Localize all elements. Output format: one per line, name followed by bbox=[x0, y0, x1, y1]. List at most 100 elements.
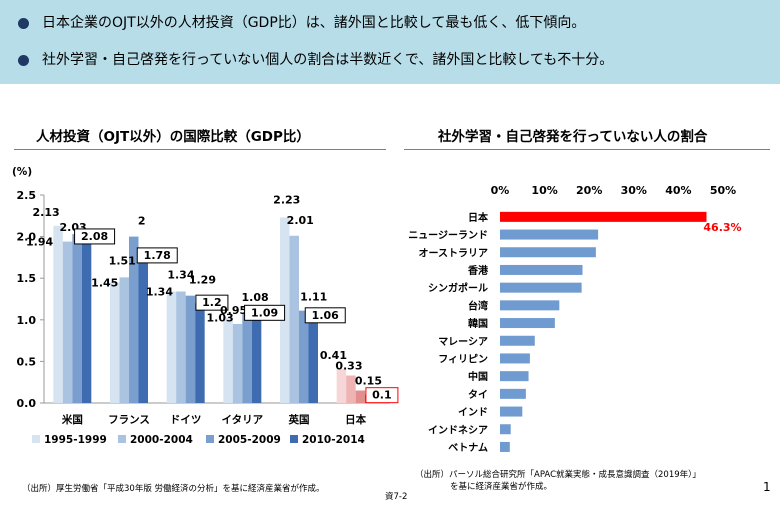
x-category-label: 米国 bbox=[61, 413, 83, 426]
x-tick-label: 30% bbox=[621, 184, 647, 197]
data-value-label: 1.09 bbox=[251, 306, 278, 319]
y-category-label: 韓国 bbox=[468, 317, 488, 330]
y-category-label: 香港 bbox=[468, 264, 489, 277]
data-value-label: 0.95 bbox=[220, 304, 247, 317]
right-bar-chart: 0% 10% 20% 30% 40% 50% 日本ニュージーランドオーストラリア香港シンガ… bbox=[408, 184, 741, 454]
y-tick-label: 0.0 bbox=[17, 397, 37, 410]
highlight-value-label: 46.3% bbox=[703, 221, 741, 234]
legend-label: 2005-2009 bbox=[218, 434, 281, 446]
data-bar bbox=[185, 295, 196, 403]
bullet-dot-icon bbox=[18, 54, 29, 66]
summary-bullet-text-1: 日本企業のOJT以外の人材投資（GDP比）は、諸外国と比較して最も低く、低下傾向… bbox=[42, 15, 586, 31]
data-bar bbox=[110, 282, 120, 403]
x-category-label: 日本 bbox=[345, 413, 366, 426]
data-label-box bbox=[244, 304, 286, 321]
x-tick-label: 50% bbox=[710, 184, 736, 197]
left-source-note: （出所）厚生労働省「平成30年版 労働経済の分析」を基に経済産業省が作成。 bbox=[22, 484, 325, 494]
data-value-label: 0.1 bbox=[372, 389, 392, 402]
data-bar bbox=[289, 235, 299, 403]
data-bar bbox=[336, 368, 347, 403]
data-bar bbox=[500, 441, 510, 452]
data-bar bbox=[500, 424, 511, 435]
data-bar bbox=[500, 388, 526, 399]
data-value-label: 1.94 bbox=[26, 236, 53, 249]
data-value-label: 0.33 bbox=[335, 360, 362, 373]
right-source-note-1: （出所）パーソル総合研究所「APAC就業実態・成長意識調査（2019年）」 bbox=[415, 470, 701, 480]
page-number: 1 bbox=[763, 480, 771, 494]
data-bar bbox=[500, 300, 560, 311]
data-bar bbox=[500, 353, 530, 364]
data-value-label: 1.51 bbox=[109, 254, 136, 267]
data-bar bbox=[299, 310, 309, 403]
data-bar bbox=[166, 291, 177, 403]
y-category-label: ベトナム bbox=[448, 442, 488, 454]
data-bar bbox=[500, 247, 596, 258]
data-bar bbox=[500, 211, 707, 222]
data-value-label: 1.2 bbox=[202, 296, 222, 309]
data-bar bbox=[138, 254, 148, 403]
data-bar bbox=[176, 291, 186, 403]
y-category-label: オーストラリア bbox=[419, 247, 489, 259]
legend-swatch bbox=[118, 435, 126, 443]
data-bar bbox=[251, 312, 262, 403]
data-bar bbox=[500, 335, 535, 346]
y-category-label: マレーシア bbox=[438, 336, 488, 348]
data-bar bbox=[500, 229, 599, 240]
data-bar bbox=[308, 314, 318, 403]
data-bar bbox=[500, 371, 529, 382]
data-bar bbox=[355, 390, 366, 403]
right-source-note-2: を基に経済産業省が作成。 bbox=[450, 482, 553, 492]
left-bar-chart: (%) 0.0 0.5 1.0 1.5 2.0 2.5 米国 フランス ドイツ イタリア 英国 日本… bbox=[12, 166, 399, 446]
data-bar bbox=[119, 277, 129, 403]
y-tick-label: 2.0 bbox=[17, 231, 37, 244]
legend-label: 2000-2004 bbox=[130, 434, 193, 446]
data-value-label: 1.03 bbox=[207, 311, 234, 324]
y-tick-label: 0.5 bbox=[17, 355, 37, 368]
data-bar bbox=[129, 236, 139, 403]
data-bar bbox=[242, 313, 252, 403]
x-category-label: 英国 bbox=[288, 413, 310, 426]
data-label-box bbox=[74, 228, 116, 245]
data-value-label: 2.13 bbox=[33, 206, 60, 219]
legend-label: 2010-2014 bbox=[302, 434, 365, 446]
y-category-label: タイ bbox=[468, 389, 488, 401]
data-bar bbox=[195, 303, 205, 403]
data-bar bbox=[53, 225, 63, 403]
y-category-label: シンガポール bbox=[428, 282, 488, 295]
data-value-label: 1.11 bbox=[300, 291, 327, 304]
y-tick-label: 2.5 bbox=[17, 189, 37, 202]
summary-banner: 日本企業のOJT以外の人材投資（GDP比）は、諸外国と比較して最も低く、低下傾向… bbox=[0, 0, 780, 84]
data-bar bbox=[72, 234, 82, 403]
data-bar bbox=[346, 375, 356, 403]
summary-bullet-1: 日本企業のOJT以外の人材投資（GDP比）は、諸外国と比較して最も低く、低下傾向… bbox=[18, 14, 585, 32]
data-label-box bbox=[195, 294, 229, 311]
y-category-label: 中国 bbox=[468, 370, 488, 383]
x-tick-label: 10% bbox=[531, 184, 557, 197]
data-bar bbox=[500, 318, 555, 329]
summary-bullet-text-2: 社外学習・自己啓発を行っていない個人の割合は半数近くで、諸外国と比較しても不十分… bbox=[42, 52, 614, 68]
legend-swatch bbox=[206, 435, 214, 443]
right-title-rule bbox=[404, 149, 770, 150]
data-label-box bbox=[365, 387, 399, 404]
footer-ref: 資7-2 bbox=[385, 492, 408, 502]
data-bar bbox=[500, 264, 583, 275]
data-bar bbox=[81, 229, 92, 403]
left-title-rule bbox=[14, 149, 386, 150]
y-category-label: インド bbox=[458, 407, 488, 419]
data-value-label: 1.08 bbox=[242, 291, 269, 304]
data-bar bbox=[500, 282, 582, 293]
legend-swatch bbox=[32, 435, 40, 443]
data-value-label: 0.15 bbox=[355, 375, 382, 388]
data-value-label: 1.45 bbox=[91, 276, 118, 289]
x-tick-label: 0% bbox=[491, 184, 510, 197]
y-unit-label: (%) bbox=[12, 166, 32, 178]
data-bar bbox=[232, 323, 243, 403]
data-value-label: 0.41 bbox=[320, 349, 347, 362]
x-category-label: イタリア bbox=[222, 414, 264, 426]
y-category-label: 台湾 bbox=[468, 299, 488, 312]
x-tick-label: 40% bbox=[665, 184, 691, 197]
data-value-label: 1.34 bbox=[146, 286, 173, 299]
data-value-label: 1.34 bbox=[167, 269, 194, 282]
data-value-label: 1.06 bbox=[312, 309, 339, 322]
y-tick-label: 1.5 bbox=[17, 272, 37, 285]
